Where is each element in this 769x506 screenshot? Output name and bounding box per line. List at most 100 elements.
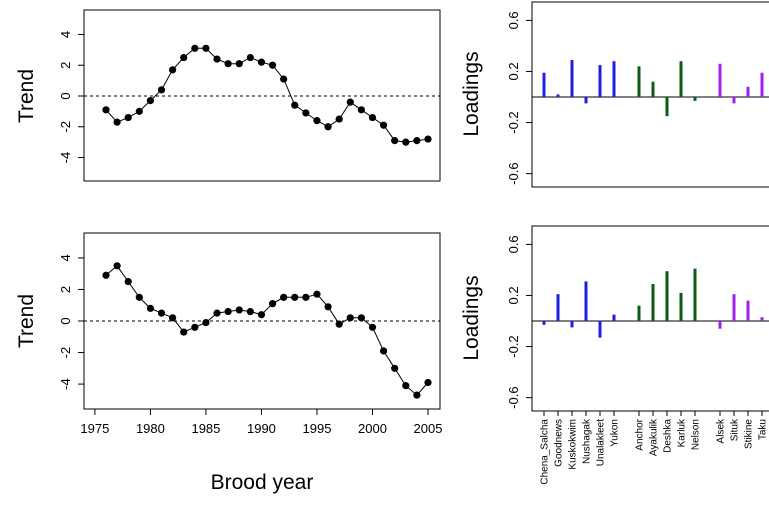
trend-bottom-y-label: Trend [15,294,38,348]
data-point [413,391,421,399]
site-label: Ayakulik [649,418,660,456]
data-point [135,293,143,301]
site-label: Nushagak [582,418,593,464]
site-label: Chena_Salcha [540,419,551,485]
data-point [268,300,277,308]
trend-bottom-x-axis: 1975 1980 1985 1990 1995 2000 2005 [80,409,442,436]
y-tick-label: 0.2 [506,286,521,304]
data-point [124,277,132,286]
site-label: Nelson [691,419,702,450]
y-tick-label: 2 [58,62,73,69]
loadings-top-bars [542,59,764,117]
x-tick-label: 1980 [136,421,165,436]
y-tick-label: 0 [58,317,73,324]
data-point [224,60,232,68]
y-tick-label: 0 [58,92,73,99]
trend-top-panel: 4 2 0 -2 -4 Trend [15,9,441,182]
data-point [291,293,299,301]
y-tick-label: 0.6 [506,235,521,253]
trend-bottom-y-axis: 4 2 0 -2 -4 [58,254,84,390]
site-label: Unalakleet [596,419,607,466]
trend-bottom-x-label: Brood year [211,471,314,494]
data-point [280,293,288,301]
loadings-bottom-y-axis: 0.6 0.2 -0.2 -0.6 [506,235,532,409]
trend-bottom-series [102,262,432,399]
loadings-top-y-label: Loadings [460,51,483,136]
data-point [324,303,332,311]
data-point [169,314,177,322]
loadings-bottom-panel: 0.6 0.2 -0.2 -0.6 Chena_Salcha Goodnews Kusko… [460,225,769,485]
data-point [202,44,210,52]
data-point [379,121,388,129]
data-point [302,293,310,301]
x-tick-label: 2000 [358,421,387,436]
data-point [257,311,266,319]
data-point [146,97,155,105]
data-point [257,58,266,66]
site-label: Deshka [663,419,674,453]
data-point [402,382,410,390]
site-label: Karluk [677,418,688,447]
data-point [391,137,399,145]
data-point [335,115,343,123]
y-tick-label: -2 [58,347,73,359]
y-tick-label: 0.6 [506,11,521,29]
data-point [157,86,166,94]
y-tick-label: 0.2 [506,62,521,80]
data-point [135,107,143,115]
data-point [335,320,343,328]
site-label: Goodnews [554,419,565,467]
y-tick-label: -0.6 [506,162,521,184]
data-point [224,307,232,316]
data-point [246,53,254,62]
loadings-bottom-y-label: Loadings [460,275,483,360]
data-point [346,98,354,106]
trend-line [105,47,429,143]
y-tick-label: -0.2 [506,111,521,133]
x-tick-label: 2005 [414,421,443,436]
data-point [246,307,254,316]
data-point [113,118,121,126]
loadings-top-frame [531,1,769,188]
data-point [191,323,199,331]
data-point [180,328,188,336]
site-label: Anchor [635,418,646,450]
data-point [302,109,310,117]
data-point [280,75,288,83]
site-label: Stikine [744,419,755,449]
data-point [113,262,121,270]
trend-top-y-axis: 4 2 0 -2 -4 [58,31,84,163]
data-point [146,304,155,312]
y-tick-label: 4 [58,31,73,38]
data-point [291,101,299,109]
site-label: Yukon [610,419,621,447]
data-point [157,309,166,317]
x-tick-label: 1985 [191,421,220,436]
data-point [191,44,199,52]
x-tick-label: 1990 [247,421,276,436]
data-point [202,318,210,327]
data-point [346,314,354,322]
data-point [413,137,421,145]
site-label: Taku [758,419,769,440]
data-point [391,364,399,372]
trend-line [105,265,429,396]
data-point [180,53,188,62]
y-tick-label: -0.6 [506,386,521,408]
trend-top-y-label: Trend [15,69,38,123]
x-tick-label: 1995 [303,421,332,436]
data-point [213,309,221,317]
y-tick-label: -2 [58,121,73,133]
data-point [102,271,110,279]
site-label: Kuskokwim [568,419,579,470]
data-point [368,323,377,331]
data-point [402,138,410,146]
data-point [235,306,243,314]
data-point [357,106,365,114]
data-point [424,135,432,143]
data-point [124,113,132,122]
site-label: Situk [730,418,741,441]
y-tick-label: 2 [58,286,73,293]
data-point [102,106,110,114]
